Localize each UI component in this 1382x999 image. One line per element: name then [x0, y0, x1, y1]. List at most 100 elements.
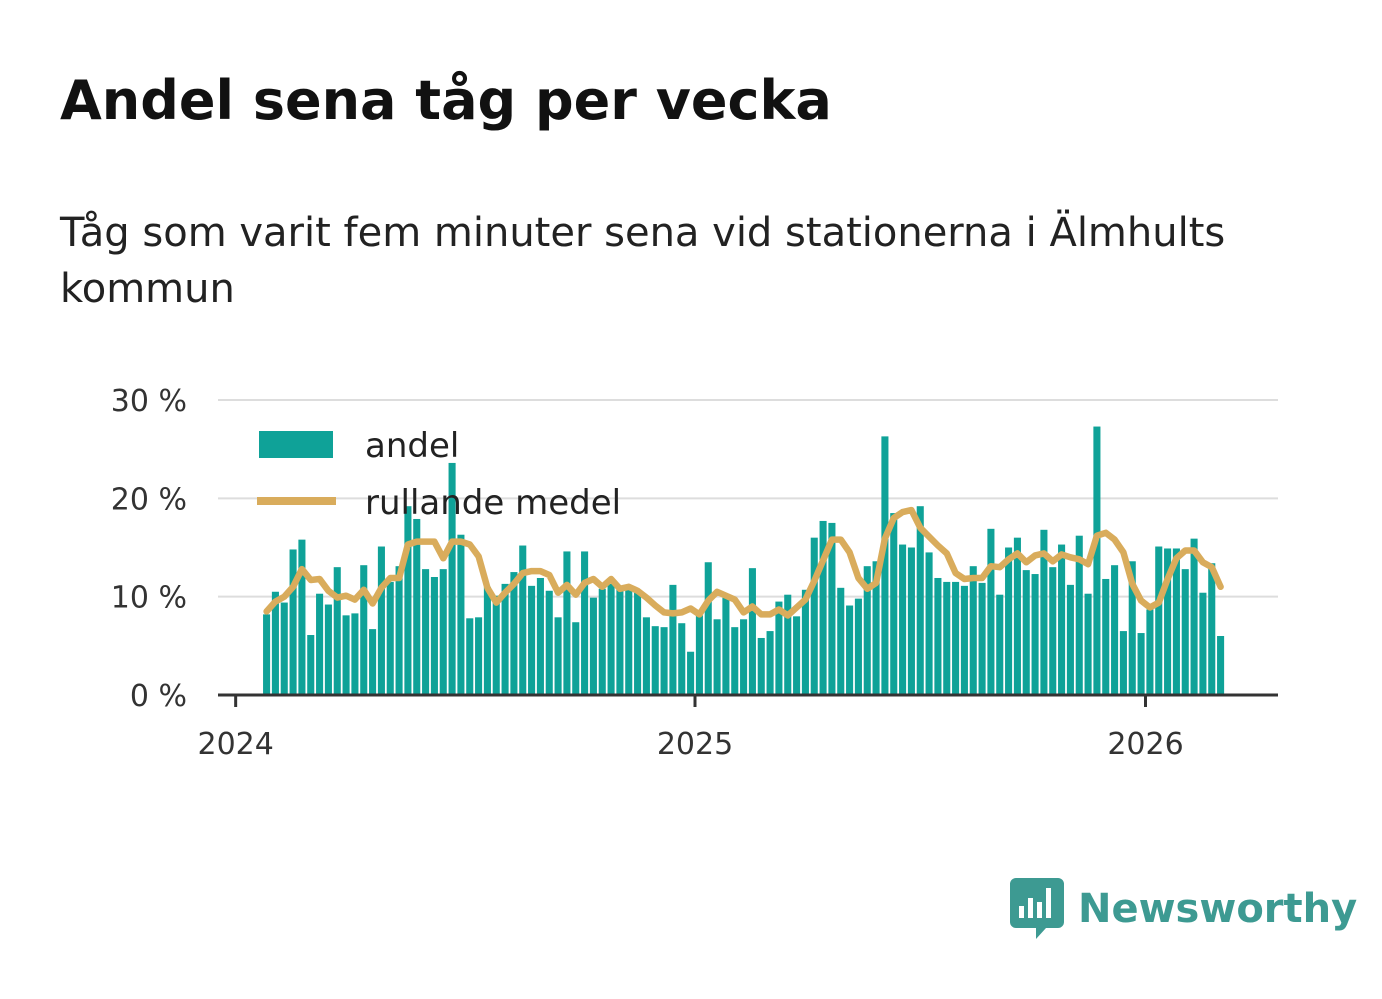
x-tick-label: 2025: [657, 727, 733, 762]
bar: [607, 583, 615, 695]
bar: [1102, 578, 1110, 695]
bar: [1111, 565, 1119, 695]
bar: [722, 597, 730, 695]
bar: [369, 629, 377, 695]
bar: [316, 593, 324, 695]
bar: [678, 623, 686, 695]
bar: [519, 545, 527, 695]
bar: [634, 591, 642, 695]
bar: [404, 506, 412, 695]
bar: [307, 635, 315, 695]
bar: [837, 587, 845, 695]
bar-series-andel: [263, 426, 1225, 695]
bar: [1128, 561, 1136, 695]
line-series-rullande-medel: [263, 506, 1224, 619]
bar: [651, 626, 659, 695]
gridlines: [218, 399, 1278, 598]
bar: [422, 569, 430, 695]
bar: [1190, 538, 1198, 695]
bar: [466, 618, 474, 695]
bar: [581, 551, 589, 695]
bar: [528, 585, 536, 695]
bar: [271, 591, 279, 695]
bar: [589, 597, 597, 695]
bar: [784, 594, 792, 695]
bar: [263, 614, 271, 695]
bar: [413, 518, 421, 695]
bar: [996, 594, 1004, 695]
bar: [704, 562, 712, 695]
bar: [1172, 548, 1180, 695]
bar: [483, 586, 491, 695]
bar: [536, 577, 544, 695]
legend-label-andel: andel: [365, 426, 459, 466]
bar: [1049, 567, 1057, 695]
bar: [854, 598, 862, 695]
bar: [748, 568, 756, 695]
bar: [1022, 570, 1030, 695]
bar: [952, 581, 960, 695]
bar: [775, 601, 783, 695]
axes: 0 % 10 % 20 % 30 % 2024 2025 2026: [111, 384, 1278, 762]
y-tick-label: 0 %: [130, 679, 187, 714]
bar: [881, 436, 889, 695]
bar: [872, 561, 880, 695]
x-tick-label: 2024: [197, 727, 273, 762]
bar: [448, 462, 456, 695]
bar: [819, 520, 827, 695]
bar: [572, 622, 580, 695]
legend-label-rullande-medel: rullande medel: [365, 483, 621, 523]
bar: [1137, 633, 1145, 695]
bar: [298, 539, 306, 695]
bar: [1058, 544, 1066, 695]
bar: [731, 627, 739, 695]
bar: [616, 588, 624, 695]
bar: [642, 617, 650, 695]
bar: [1208, 563, 1216, 695]
bar: [960, 585, 968, 695]
bar: [1066, 584, 1074, 695]
bar: [1119, 631, 1127, 695]
bar: [943, 581, 951, 695]
bar: [342, 615, 350, 695]
chart-title: Andel sena tåg per vecka: [60, 69, 832, 132]
bar: [1093, 426, 1101, 695]
y-tick-label: 20 %: [111, 482, 187, 517]
bar: [377, 546, 385, 695]
bar: [501, 583, 509, 695]
bar: [1005, 547, 1013, 695]
bar: [324, 604, 332, 695]
bar: [669, 584, 677, 695]
brand-logo: Newsworthy: [1010, 878, 1357, 940]
bar: [925, 552, 933, 695]
bar: [625, 586, 633, 695]
bar: [386, 581, 394, 695]
bar: [846, 605, 854, 695]
bar: [828, 522, 836, 695]
bar: [757, 637, 765, 695]
bar: [554, 617, 562, 695]
bar: [475, 617, 483, 695]
bar: [766, 631, 774, 695]
bar: [492, 595, 500, 695]
bar: [801, 589, 809, 695]
bar: [793, 616, 801, 695]
bar: [289, 549, 297, 695]
bar: [1031, 574, 1039, 695]
bar: [713, 619, 721, 695]
brand-name: Newsworthy: [1078, 886, 1358, 932]
bar: [978, 582, 986, 695]
bar: [916, 506, 924, 695]
y-tick-label: 10 %: [111, 581, 187, 616]
bar: [1199, 592, 1207, 695]
bar: [740, 619, 748, 695]
bar: [987, 528, 995, 695]
bar: [1013, 537, 1021, 695]
bar: [863, 566, 871, 695]
bar: [360, 565, 368, 695]
bar: [1146, 609, 1154, 695]
bar: [1040, 529, 1048, 695]
newsworthy-logo-icon: [1010, 878, 1064, 939]
bar: [687, 651, 695, 695]
bar: [899, 544, 907, 695]
